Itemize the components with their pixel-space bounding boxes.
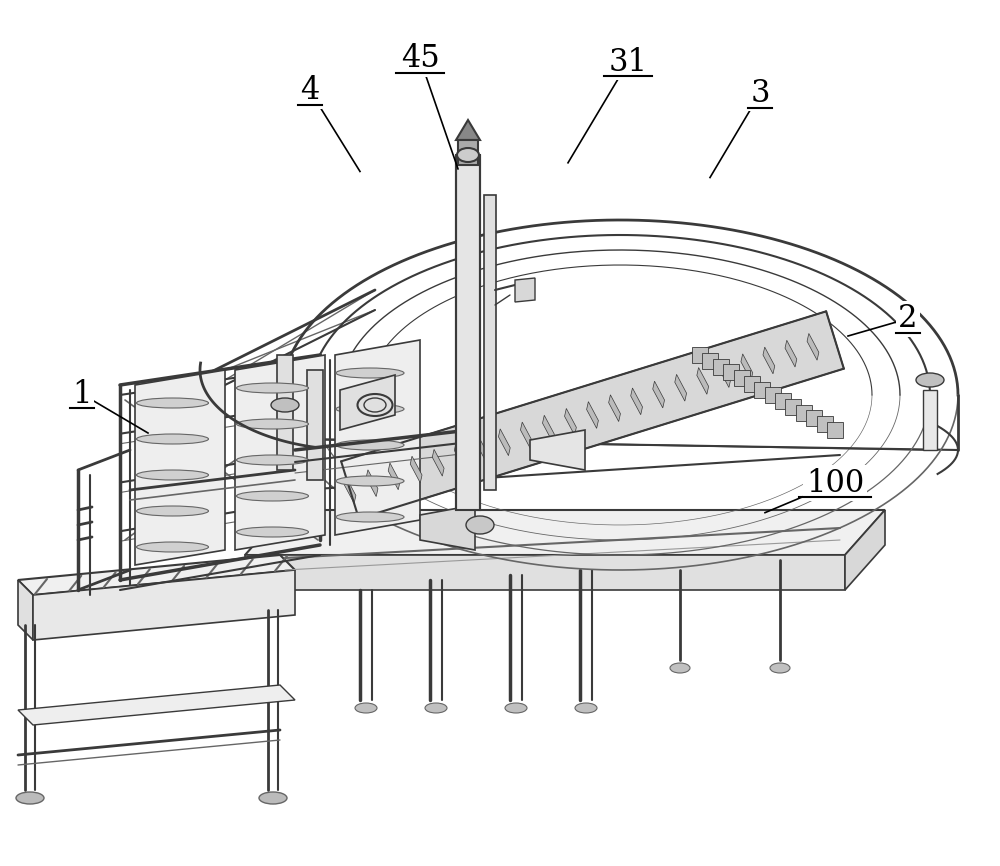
Polygon shape	[307, 370, 323, 480]
Polygon shape	[410, 456, 422, 483]
Polygon shape	[719, 361, 731, 387]
Polygon shape	[744, 376, 760, 391]
Polygon shape	[763, 347, 775, 374]
Polygon shape	[775, 393, 791, 409]
Polygon shape	[520, 422, 532, 449]
Polygon shape	[653, 381, 665, 408]
Ellipse shape	[670, 663, 690, 673]
Ellipse shape	[336, 512, 404, 522]
Polygon shape	[498, 429, 510, 456]
Polygon shape	[277, 355, 293, 470]
Polygon shape	[530, 430, 585, 470]
Polygon shape	[806, 410, 822, 426]
Polygon shape	[454, 443, 466, 469]
Polygon shape	[785, 340, 797, 367]
Polygon shape	[366, 470, 378, 496]
Ellipse shape	[336, 440, 404, 450]
Ellipse shape	[136, 434, 208, 444]
Ellipse shape	[425, 703, 447, 713]
Polygon shape	[609, 395, 620, 422]
Text: 100: 100	[806, 468, 864, 499]
Ellipse shape	[336, 404, 404, 414]
Polygon shape	[845, 510, 885, 590]
Polygon shape	[432, 449, 444, 476]
Text: 3: 3	[750, 78, 770, 109]
Polygon shape	[754, 382, 770, 397]
Polygon shape	[734, 370, 750, 386]
Polygon shape	[18, 580, 33, 640]
Polygon shape	[245, 510, 885, 555]
Ellipse shape	[770, 663, 790, 673]
Polygon shape	[702, 352, 718, 369]
Text: 2: 2	[898, 303, 918, 334]
Ellipse shape	[271, 398, 299, 412]
Polygon shape	[341, 312, 844, 519]
Polygon shape	[335, 340, 420, 535]
Ellipse shape	[336, 368, 404, 378]
Text: 45: 45	[401, 43, 439, 74]
Polygon shape	[697, 367, 709, 394]
Polygon shape	[235, 355, 325, 550]
Polygon shape	[565, 409, 576, 436]
Ellipse shape	[355, 703, 377, 713]
Polygon shape	[796, 404, 812, 421]
Polygon shape	[543, 416, 554, 442]
Ellipse shape	[237, 455, 308, 465]
Ellipse shape	[237, 491, 308, 501]
Polygon shape	[458, 140, 478, 165]
Polygon shape	[476, 436, 488, 462]
Polygon shape	[18, 555, 295, 595]
Polygon shape	[388, 463, 400, 490]
Polygon shape	[817, 417, 833, 432]
Ellipse shape	[466, 516, 494, 534]
Polygon shape	[765, 387, 781, 404]
Polygon shape	[420, 505, 475, 550]
Polygon shape	[713, 359, 729, 374]
Polygon shape	[344, 476, 356, 503]
Ellipse shape	[16, 792, 44, 804]
Ellipse shape	[336, 476, 404, 486]
Polygon shape	[456, 155, 480, 510]
Polygon shape	[675, 374, 687, 401]
Ellipse shape	[237, 383, 308, 393]
Polygon shape	[278, 415, 292, 475]
Polygon shape	[456, 120, 480, 140]
Ellipse shape	[916, 373, 944, 387]
Polygon shape	[741, 354, 753, 381]
Ellipse shape	[505, 703, 527, 713]
Ellipse shape	[457, 148, 479, 162]
Polygon shape	[785, 399, 801, 415]
Ellipse shape	[237, 419, 308, 429]
Ellipse shape	[136, 398, 208, 408]
Polygon shape	[340, 375, 395, 430]
Polygon shape	[33, 570, 295, 640]
Ellipse shape	[259, 792, 287, 804]
Ellipse shape	[136, 470, 208, 480]
Polygon shape	[587, 402, 598, 429]
Polygon shape	[807, 333, 819, 360]
Ellipse shape	[136, 542, 208, 552]
Text: 31: 31	[608, 47, 648, 78]
Polygon shape	[692, 347, 708, 363]
Polygon shape	[135, 370, 225, 565]
Ellipse shape	[575, 703, 597, 713]
Polygon shape	[515, 278, 535, 302]
Ellipse shape	[237, 527, 308, 537]
Polygon shape	[18, 685, 295, 725]
Polygon shape	[923, 390, 937, 450]
Polygon shape	[631, 388, 642, 415]
Polygon shape	[827, 422, 843, 438]
Polygon shape	[723, 365, 739, 380]
Ellipse shape	[136, 506, 208, 516]
Text: 4: 4	[300, 75, 320, 107]
Polygon shape	[484, 195, 496, 490]
Polygon shape	[245, 555, 845, 590]
Text: 1: 1	[72, 378, 92, 410]
